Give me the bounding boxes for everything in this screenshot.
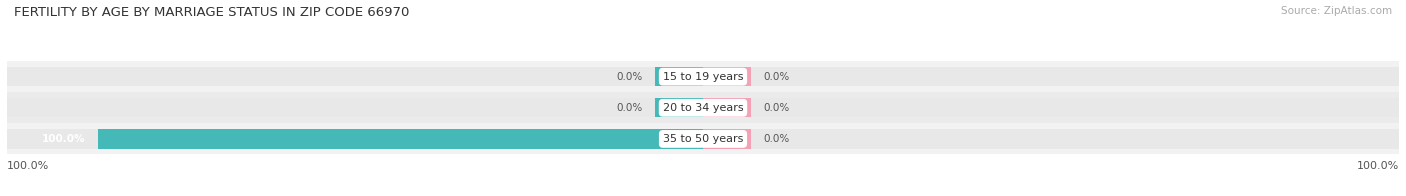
Bar [7,67,1399,86]
Bar [7,92,1399,123]
Text: 0.0%: 0.0% [763,72,790,82]
Bar [703,98,751,117]
Text: 100.0%: 100.0% [1357,161,1399,171]
Bar [703,67,751,86]
Bar [7,123,1399,154]
Text: 100.0%: 100.0% [42,134,86,144]
Text: 0.0%: 0.0% [763,103,790,113]
Text: 15 to 19 years: 15 to 19 years [662,72,744,82]
Bar [655,98,703,117]
Bar [7,98,1399,117]
Text: 35 to 50 years: 35 to 50 years [662,134,744,144]
Bar [703,129,751,149]
Text: 0.0%: 0.0% [616,72,643,82]
Text: 0.0%: 0.0% [763,134,790,144]
Bar [655,67,703,86]
Text: Source: ZipAtlas.com: Source: ZipAtlas.com [1281,6,1392,16]
Bar [7,129,1399,149]
Text: 100.0%: 100.0% [7,161,49,171]
Text: FERTILITY BY AGE BY MARRIAGE STATUS IN ZIP CODE 66970: FERTILITY BY AGE BY MARRIAGE STATUS IN Z… [14,6,409,19]
Text: 20 to 34 years: 20 to 34 years [662,103,744,113]
Text: 0.0%: 0.0% [616,103,643,113]
Bar [7,61,1399,92]
Bar [98,129,703,149]
